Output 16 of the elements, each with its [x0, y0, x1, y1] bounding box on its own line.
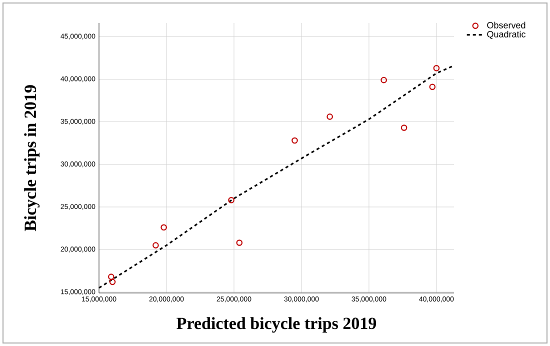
legend-label: Observed — [487, 22, 526, 28]
point — [292, 137, 298, 144]
legend-label: Quadratic — [487, 30, 526, 40]
point — [433, 64, 440, 72]
point — [108, 274, 114, 280]
point — [326, 114, 333, 120]
point — [429, 84, 436, 90]
x-axis-title: Predicted bicycle trips 2019 — [176, 317, 376, 333]
point — [236, 240, 243, 246]
point — [228, 197, 234, 204]
point — [152, 242, 159, 248]
point — [380, 76, 387, 84]
point — [109, 278, 116, 286]
point — [400, 124, 408, 131]
y-axis-title: Bicycle trips in 2019 — [24, 85, 40, 232]
point — [160, 224, 167, 231]
